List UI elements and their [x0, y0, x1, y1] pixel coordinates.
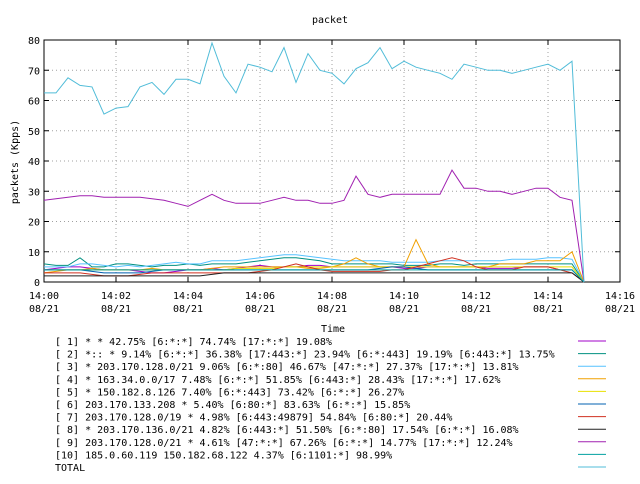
x-tick-label-time: 14:16 [605, 291, 635, 302]
series-line-1 [43, 264, 585, 283]
series-line-11 [44, 41, 585, 283]
x-tick-label-date: 08/21 [389, 304, 419, 315]
x-tick-label-date: 08/21 [173, 304, 203, 315]
legend-label: [10] 185.0.60.119 150.182.68.122 4.37% [… [55, 450, 392, 461]
y-tick-label: 20 [28, 218, 40, 229]
y-tick-label: 30 [28, 187, 40, 198]
series-line-6 [44, 266, 585, 283]
y-tick-label: 60 [28, 97, 40, 108]
series-line-5 [44, 266, 585, 283]
y-tick-label: 80 [28, 36, 40, 47]
series-line-3 [44, 254, 585, 283]
legend-label: [ 5] * 150.182.8.126 7.40% [6:*:443] 73.… [55, 387, 404, 398]
y-tick-label: 70 [28, 66, 40, 77]
x-tick-label-time: 14:02 [101, 291, 131, 302]
y-axis-label: packets (Kpps) [10, 120, 21, 204]
legend: [ 1] * * 42.75% [6:*:*] 74.74% [17:*:*] … [55, 337, 606, 474]
axes: 0 10 20 30 40 50 60 70 80 14:00 08/21 14:02 08/21 14:… [28, 36, 635, 315]
y-tick-label: 50 [28, 127, 40, 138]
series-line-8 [44, 272, 585, 283]
x-tick-label-time: 14:14 [533, 291, 563, 302]
y-tick-label: 40 [28, 157, 40, 168]
legend-label: [ 6] 203.170.133.208 * 5.40% [6:80:*] 83… [55, 400, 410, 411]
x-axis-label: Time [321, 324, 345, 335]
x-tick-label-date: 08/21 [605, 304, 635, 315]
x-tick-label-time: 14:04 [173, 291, 203, 302]
x-tick-label-date: 08/21 [461, 304, 491, 315]
series-lines [43, 41, 585, 283]
x-tick-label-time: 14:06 [245, 291, 275, 302]
legend-label: [ 1] * * 42.75% [6:*:*] 74.74% [17:*:*] … [55, 337, 332, 348]
series-line-2 [43, 257, 585, 283]
chart-title: packet [312, 15, 348, 26]
legend-label: TOTAL [55, 463, 85, 474]
series-line-10 [44, 269, 585, 283]
x-tick-label-time: 14:08 [317, 291, 347, 302]
legend-label: [ 9] 203.170.128.0/21 * 4.61% [47:*:*] 6… [55, 438, 513, 449]
series-line-9 [43, 169, 585, 283]
x-tick-label-time: 14:00 [29, 291, 59, 302]
grid [43, 39, 621, 283]
legend-label: [ 2] *:: * 9.14% [6:*:*] 36.38% [17:443:… [55, 350, 555, 361]
y-tick-label: 0 [34, 278, 40, 289]
x-tick-label-date: 08/21 [317, 304, 347, 315]
legend-label: [ 8] * 203.170.136.0/21 4.82% [6:443:*] … [55, 425, 519, 436]
x-tick-label-date: 08/21 [245, 304, 275, 315]
x-tick-label-date: 08/21 [29, 304, 59, 315]
y-tick-label: 10 [28, 248, 40, 259]
legend-label: [ 7] 203.170.128.0/19 * 4.98% [6:443:498… [55, 413, 452, 424]
x-tick-label-date: 08/21 [101, 304, 131, 315]
legend-label: [ 4] * 163.34.0.0/17 7.48% [6:*:*] 51.85… [55, 375, 501, 386]
legend-label: [ 3] * 203.170.128.0/21 9.06% [6:*:80] 4… [55, 362, 519, 373]
x-tick-label-time: 14:10 [389, 291, 419, 302]
x-tick-label-time: 14:12 [461, 291, 491, 302]
x-tick-label-date: 08/21 [533, 304, 563, 315]
